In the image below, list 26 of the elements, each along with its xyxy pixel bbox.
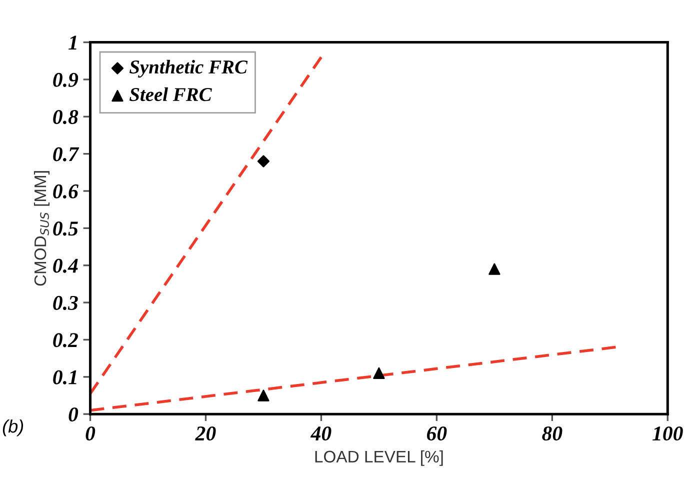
y-tick-label: 0.8 (53, 110, 78, 124)
y-tick-label: 0.2 (53, 333, 78, 348)
x-tick-label: 0 (86, 426, 96, 441)
y-tick-label: 0.1 (53, 370, 76, 384)
point (488, 263, 500, 275)
x-tick-label: 60 (426, 426, 447, 441)
y-tick-label: 0 (68, 407, 78, 422)
y-tick-label: 0.6 (53, 184, 78, 199)
x-tick-label: 20 (195, 426, 216, 441)
legend-label: Synthetic FRC (130, 60, 248, 78)
y-tick-label: 0.9 (53, 72, 78, 87)
x-axis-title: LOAD LEVEL [%] (315, 450, 443, 466)
y-tick-label: 1 (68, 36, 76, 50)
point (257, 155, 270, 168)
y-tick-label: 0.7 (53, 147, 80, 162)
x-tick-label: 100 (652, 426, 683, 441)
x-tick-label: 80 (542, 426, 562, 441)
y-tick-label: 0.3 (53, 296, 78, 310)
legend-label: Steel FRC (130, 87, 212, 102)
x-tick-label: 40 (310, 426, 332, 441)
point (258, 390, 270, 402)
point (373, 367, 385, 380)
y-tick-label: 0.4 (53, 258, 78, 273)
y-axis-title: CMOD$_{SUS}$ [MM] (34, 171, 50, 286)
y-tick-label: 0.5 (53, 222, 78, 236)
text: (b) (2, 419, 24, 436)
